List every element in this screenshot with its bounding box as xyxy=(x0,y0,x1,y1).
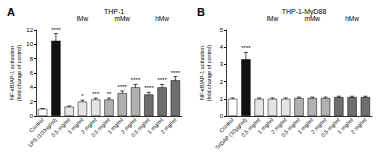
svg-text:TriDAP (10µg/ml): TriDAP (10µg/ml) xyxy=(214,116,248,151)
svg-text:(fold change of control): (fold change of control) xyxy=(16,45,22,101)
svg-text:3: 3 xyxy=(220,61,224,67)
svg-text:0.5 mg/ml: 0.5 mg/ml xyxy=(50,117,71,138)
svg-text:1 mg/ml: 1 mg/ml xyxy=(256,116,275,135)
svg-text:0.5 mg/ml: 0.5 mg/ml xyxy=(240,117,261,138)
svg-text:1 mg/ml: 1 mg/ml xyxy=(66,116,85,135)
svg-text:THP-1-MyD88: THP-1-MyD88 xyxy=(282,8,327,16)
svg-text:2 mg/ml: 2 mg/ml xyxy=(79,116,98,135)
svg-text:****: **** xyxy=(131,77,141,83)
svg-text:hMw: hMw xyxy=(345,15,359,22)
svg-text:2 mg/ml: 2 mg/ml xyxy=(269,116,288,135)
svg-text:B: B xyxy=(197,6,205,18)
svg-text:0: 0 xyxy=(220,113,224,119)
svg-text:1 mg/ml: 1 mg/ml xyxy=(336,116,355,135)
svg-text:2 mg/ml: 2 mg/ml xyxy=(309,116,328,135)
svg-text:1: 1 xyxy=(220,96,224,102)
svg-text:1 mg/ml: 1 mg/ml xyxy=(106,116,125,135)
svg-text:NF-κB/AP-1 activation: NF-κB/AP-1 activation xyxy=(9,46,15,100)
svg-text:2 mg/ml: 2 mg/ml xyxy=(159,117,177,135)
svg-text:2: 2 xyxy=(30,99,34,105)
svg-text:LPS (100ng/ml): LPS (100ng/ml) xyxy=(26,116,58,149)
svg-text:1 mg/ml: 1 mg/ml xyxy=(296,116,315,135)
svg-text:hMw: hMw xyxy=(155,15,169,22)
svg-text:A: A xyxy=(7,6,15,18)
svg-text:****: **** xyxy=(241,45,251,51)
svg-text:Control: Control xyxy=(218,116,235,134)
svg-text:mMw: mMw xyxy=(115,15,131,22)
svg-text:THP-1: THP-1 xyxy=(104,8,124,15)
svg-text:(fold change of control): (fold change of control) xyxy=(206,45,212,101)
svg-text:4: 4 xyxy=(220,44,224,50)
svg-text:****: **** xyxy=(118,84,128,90)
svg-text:mMw: mMw xyxy=(305,15,321,22)
svg-text:8: 8 xyxy=(30,56,34,62)
svg-text:10: 10 xyxy=(26,41,33,47)
svg-text:2 mg/ml: 2 mg/ml xyxy=(119,116,138,135)
svg-text:**: ** xyxy=(107,91,112,97)
svg-text:2 mg/ml: 2 mg/ml xyxy=(349,117,367,135)
svg-text:****: **** xyxy=(171,70,181,76)
svg-text:0.5 mg/ml: 0.5 mg/ml xyxy=(320,117,341,138)
svg-text:****: **** xyxy=(144,85,154,91)
svg-text:1 mg/ml: 1 mg/ml xyxy=(146,116,165,135)
svg-text:12: 12 xyxy=(26,27,33,33)
svg-text:0.5 mg/ml: 0.5 mg/ml xyxy=(280,117,301,138)
svg-text:lMw: lMw xyxy=(267,15,279,22)
svg-text:6: 6 xyxy=(30,70,34,76)
svg-text:4: 4 xyxy=(30,84,34,90)
svg-text:0.5 mg/ml: 0.5 mg/ml xyxy=(130,117,151,138)
svg-text:NF-κB/AP-1 activation: NF-κB/AP-1 activation xyxy=(199,46,205,100)
svg-text:5: 5 xyxy=(220,27,224,33)
svg-text:*: * xyxy=(81,93,84,99)
svg-text:***: *** xyxy=(92,91,100,97)
svg-text:0: 0 xyxy=(30,113,34,119)
svg-text:2: 2 xyxy=(220,79,224,85)
svg-text:lMw: lMw xyxy=(77,15,89,22)
svg-text:****: **** xyxy=(51,27,61,33)
svg-text:****: **** xyxy=(157,77,167,83)
svg-text:Control: Control xyxy=(28,116,45,134)
svg-text:0.5 mg/ml: 0.5 mg/ml xyxy=(90,117,111,138)
